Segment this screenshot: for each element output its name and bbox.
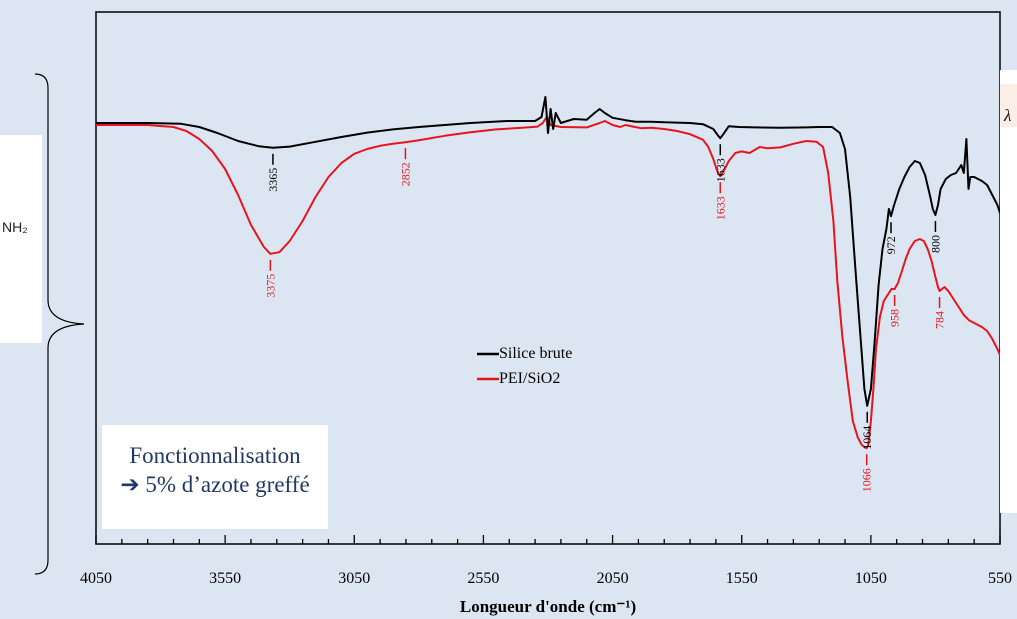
x-tick-label-1: 3550 — [209, 570, 241, 587]
x-tick-label-0: 4050 — [80, 570, 112, 587]
x-tick-label-4: 2050 — [597, 570, 629, 587]
peak-label-10: 784 — [933, 311, 947, 329]
brace-path — [34, 73, 85, 575]
x-tick-label-7: 550 — [988, 570, 1012, 587]
legend-label-pei-sio2: PEI/SiO2 — [499, 370, 561, 387]
series-layer — [96, 96, 1001, 450]
peak-label-2: 1064 — [860, 426, 874, 450]
peak-label-1: 1633 — [713, 158, 727, 182]
right-table-header — [1000, 84, 1017, 127]
amine-group-label: NH₂ — [2, 219, 28, 235]
note-title: Fonctionnalisation — [129, 443, 301, 468]
peak-label-7: 1633 — [713, 196, 727, 220]
left-structure-panel: NH₂ — [0, 135, 42, 343]
lambda-symbol: λ — [1004, 106, 1012, 125]
x-axis-label: Longueur d'onde (cm⁻¹) — [460, 597, 636, 616]
peak-label-6: 2852 — [398, 162, 412, 186]
x-tick-label-2: 3050 — [338, 570, 370, 587]
left-brace — [34, 73, 85, 575]
functionalisation-note: Fonctionnalisation ➔ 5% d’azote greffé — [102, 425, 328, 529]
peak-label-3: 972 — [884, 236, 898, 254]
x-tick-label-5: 1550 — [726, 570, 758, 587]
legend-label-silice-brute: Silice brute — [499, 345, 573, 362]
note-detail: ➔ 5% d’azote greffé — [120, 472, 310, 497]
legend-swatch-red — [477, 378, 499, 381]
x-tick-label-3: 2550 — [467, 570, 499, 587]
peak-label-4: 800 — [928, 235, 942, 253]
legend-swatch-black — [477, 353, 499, 356]
right-table-panel: λ — [1000, 70, 1017, 513]
peak-label-5: 3375 — [263, 274, 277, 298]
peak-label-8: 1066 — [860, 468, 874, 492]
peak-labels: 3365 1633 1064 972 800 3375 2852 1633 1066 958 784 — [263, 144, 947, 492]
x-tick-label-6: 1050 — [855, 570, 887, 587]
peak-label-9: 958 — [888, 309, 902, 327]
x-axis: 4050 3550 3050 2550 2050 1550 1050 550 — [80, 535, 1012, 587]
series-line-1 — [96, 116, 1001, 450]
legend-item-silice-brute: Silice brute — [477, 345, 572, 363]
peak-label-0: 3365 — [266, 168, 280, 192]
series-line-0 — [96, 96, 1001, 407]
legend-item-pei-sio2: PEI/SiO2 — [477, 370, 560, 388]
